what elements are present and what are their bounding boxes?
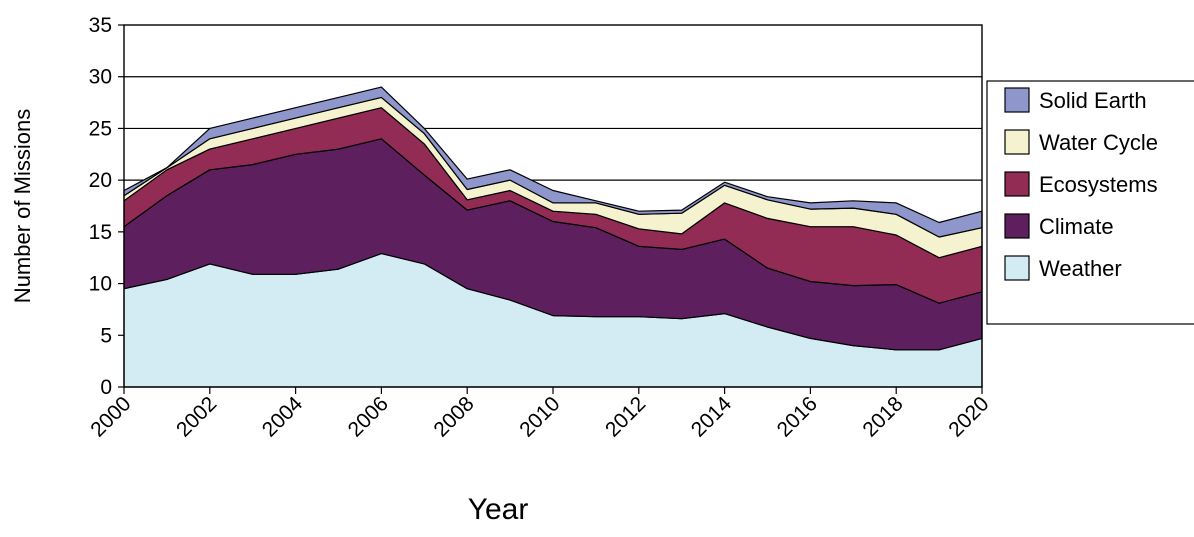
y-tick-label: 15 bbox=[89, 221, 112, 244]
x-tick-label: 2006 bbox=[344, 392, 393, 441]
legend-label-water-cycle: Water Cycle bbox=[1039, 130, 1158, 155]
y-tick-label: 30 bbox=[89, 66, 112, 89]
area-series-group bbox=[123, 86, 983, 388]
legend-label-solid-earth: Solid Earth bbox=[1039, 88, 1147, 113]
x-tick-label: 2012 bbox=[601, 392, 650, 441]
y-tick-label: 10 bbox=[89, 273, 112, 296]
legend-swatch-water-cycle bbox=[1004, 129, 1030, 155]
legend-swatch-weather bbox=[1004, 255, 1030, 281]
y-tick-label: 20 bbox=[89, 169, 112, 192]
legend-swatch-climate bbox=[1004, 213, 1030, 239]
x-tick-label: 2010 bbox=[515, 392, 564, 441]
legend: Solid Earth Water Cycle Ecosystems Climate W… bbox=[986, 80, 1194, 325]
y-axis-title: Number of Missions bbox=[10, 109, 35, 303]
legend-label-climate: Climate bbox=[1039, 214, 1114, 239]
x-tick-labels: 2000 2002 2004 2006 2008 2010 2012 2014 2016 2018… bbox=[86, 387, 994, 442]
x-tick-label: 2000 bbox=[86, 392, 135, 441]
y-tick-label: 35 bbox=[89, 14, 112, 37]
x-tick-label: 2018 bbox=[858, 392, 907, 441]
x-tick-label: 2020 bbox=[944, 392, 993, 441]
y-tick-label: 0 bbox=[100, 376, 112, 399]
legend-label-ecosystems: Ecosystems bbox=[1039, 172, 1158, 197]
x-tick-label: 2016 bbox=[773, 392, 822, 441]
y-tick-labels: 0 5 10 15 20 25 30 35 bbox=[89, 14, 124, 399]
legend-swatch-ecosystems bbox=[1004, 171, 1030, 197]
x-tick-label: 2002 bbox=[172, 392, 221, 441]
y-tick-label: 5 bbox=[100, 324, 112, 347]
x-tick-label: 2008 bbox=[429, 392, 478, 441]
legend-label-weather: Weather bbox=[1039, 256, 1122, 281]
legend-items: Solid Earth Water Cycle Ecosystems Climate W… bbox=[1004, 87, 1158, 281]
x-tick-label: 2014 bbox=[687, 392, 737, 442]
x-tick-label: 2004 bbox=[258, 392, 308, 442]
legend-box bbox=[986, 80, 1194, 325]
legend-swatch-solid-earth bbox=[1004, 87, 1030, 113]
y-tick-label: 25 bbox=[89, 117, 112, 140]
x-axis-title: Year bbox=[468, 493, 529, 526]
